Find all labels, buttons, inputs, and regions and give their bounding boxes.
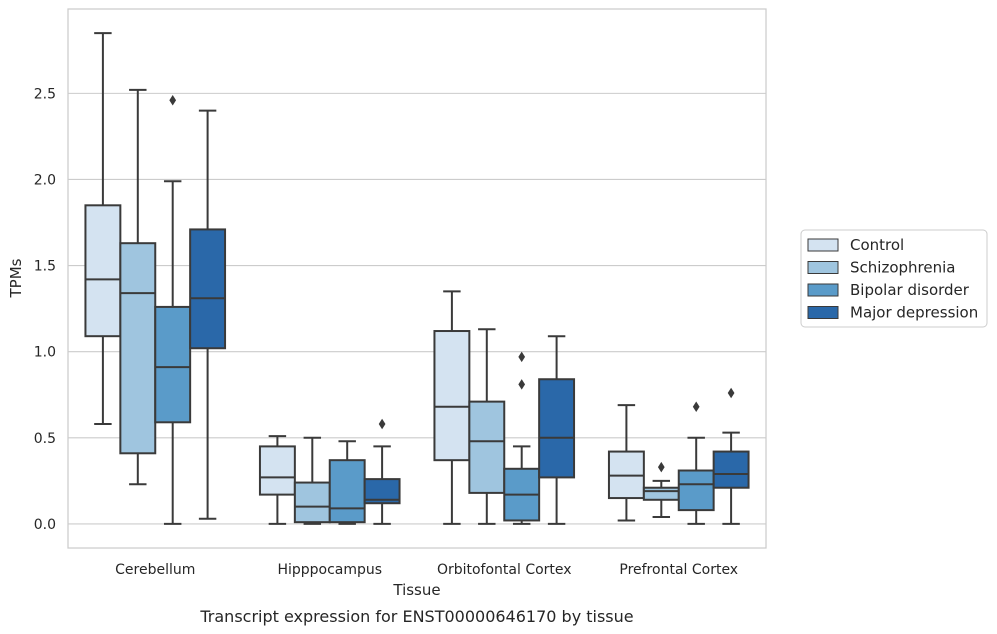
x-axis-ticks: Cerebellum Hipppocampus Orbitofontal Corte… [115,562,738,578]
box-control [258,435,296,525]
box-iqr [84,204,122,338]
box-major-depression [712,387,750,525]
box-bipolar-disorder [677,401,715,525]
outlier-point [692,401,700,413]
y-axis-ticks: 0.0 0.5 1.0 1.5 2.0 2.5 [34,86,56,533]
outlier-point [518,351,526,363]
box-schizophrenia [642,461,680,519]
legend-swatch [807,238,839,252]
box-schizophrenia [293,436,331,525]
x-axis-title: Tissue [392,581,440,599]
legend-swatch [807,261,839,274]
legend-label: Control [850,236,904,254]
legend-items: Control Schizophrenia Bipolar disorder Majo… [807,236,978,322]
legend: Control Schizophrenia Bipolar disorder Majo… [800,229,988,328]
box-iqr [119,242,157,455]
box-iqr [712,450,750,489]
plot-area [67,8,767,549]
box-iqr [433,330,471,462]
box-iqr [328,459,366,524]
box-bipolar-disorder [328,440,366,525]
outlier-point [169,95,177,106]
x-tick-label: Hipppocampus [277,562,382,578]
y-axis-title: TPMs [7,258,25,298]
box-schizophrenia [468,328,506,525]
outlier-point [518,379,526,390]
box-major-depression [363,418,401,525]
y-tick-label: 2.0 [34,172,56,188]
y-tick-label: 1.5 [34,259,56,275]
box-bipolar-disorder [154,95,192,525]
chart-caption: Transcript expression for ENST0000064617… [199,607,633,626]
box-control [84,32,122,426]
x-tick-label: Prefrontal Cortex [619,562,738,578]
box-iqr [154,305,192,424]
box-iqr [642,486,680,501]
box-iqr [293,481,331,524]
y-tick-label: 2.5 [34,86,56,102]
box-iqr [677,469,715,512]
legend-label: Bipolar disorder [850,281,970,299]
box-iqr [538,378,576,479]
box-iqr [468,400,506,494]
box-iqr [189,228,227,350]
legend-swatch [807,283,839,297]
y-tick-label: 0.5 [34,431,56,447]
y-tick-label: 1.0 [34,345,56,361]
x-tick-label: Cerebellum [115,562,195,578]
legend-frame [800,229,988,328]
box-bipolar-disorder [503,351,541,525]
outlier-point [378,418,386,430]
x-tick-label: Orbitofontal Cortex [437,562,572,578]
box-schizophrenia [119,88,157,486]
outlier-point [657,461,665,473]
y-tick-label: 0.0 [34,517,56,533]
boxes-group [84,32,750,525]
box-major-depression [189,109,227,520]
legend-label: Schizophrenia [850,259,955,277]
box-control [433,290,471,525]
box-major-depression [538,335,576,525]
box-control [607,404,645,522]
legend-swatch [807,306,839,319]
legend-label: Major depression [850,304,978,322]
box-iqr [258,445,296,496]
outlier-point [727,387,735,399]
